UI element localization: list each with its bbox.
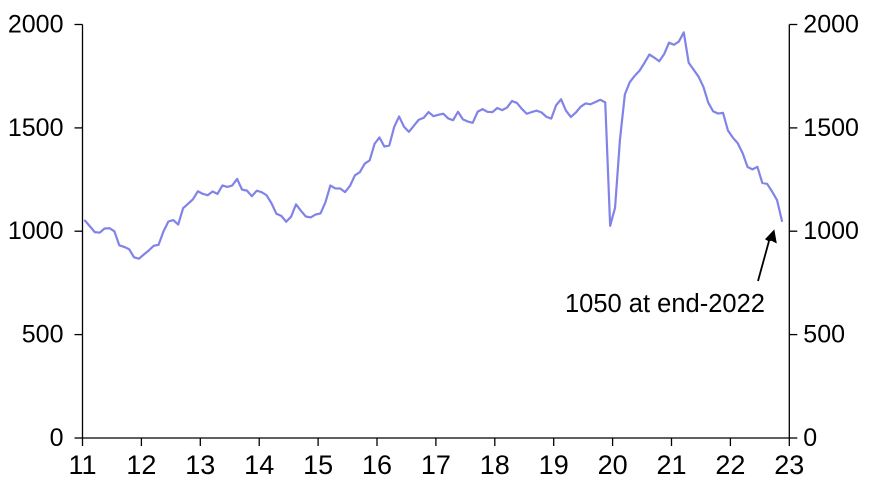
- svg-text:23: 23: [774, 450, 804, 480]
- svg-text:19: 19: [539, 450, 569, 480]
- svg-text:1500: 1500: [803, 114, 859, 142]
- svg-text:11: 11: [68, 450, 96, 480]
- svg-text:16: 16: [362, 450, 392, 480]
- svg-text:500: 500: [22, 321, 64, 349]
- svg-text:13: 13: [185, 450, 215, 480]
- svg-text:18: 18: [480, 450, 510, 480]
- svg-text:0: 0: [803, 424, 817, 452]
- svg-text:1500: 1500: [8, 114, 64, 142]
- svg-text:21: 21: [656, 450, 686, 480]
- svg-text:2000: 2000: [803, 11, 859, 39]
- svg-text:1050 at end-2022: 1050 at end-2022: [565, 290, 765, 318]
- svg-text:15: 15: [303, 450, 333, 480]
- svg-text:1000: 1000: [8, 217, 64, 245]
- svg-text:2000: 2000: [8, 11, 64, 39]
- svg-text:20: 20: [598, 450, 628, 480]
- svg-text:500: 500: [803, 321, 845, 349]
- svg-text:22: 22: [715, 450, 745, 480]
- svg-text:17: 17: [421, 450, 451, 480]
- svg-text:12: 12: [126, 450, 156, 480]
- svg-text:14: 14: [244, 450, 274, 480]
- svg-text:0: 0: [50, 424, 64, 452]
- svg-text:1000: 1000: [803, 217, 859, 245]
